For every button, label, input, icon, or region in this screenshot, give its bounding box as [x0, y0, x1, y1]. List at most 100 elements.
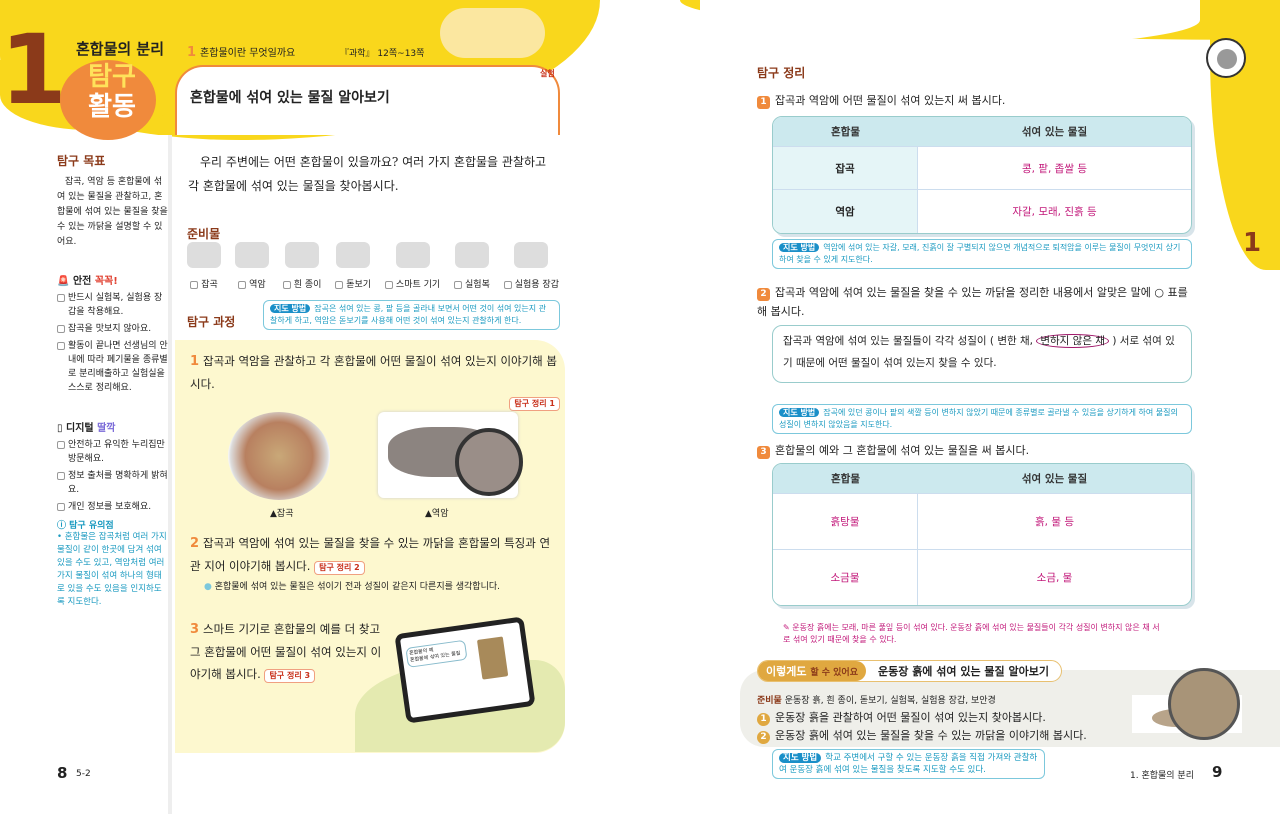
- robot-mascot-icon: [1206, 38, 1246, 78]
- step-number: 2: [757, 731, 770, 744]
- answer-text: ) 서로 섞여 있기 때문에 어떤 물질이 섞여 있는지 찾을 수 있다.: [783, 335, 1175, 369]
- badge-b: 할 수 있어요: [810, 668, 858, 678]
- question-number: 2: [757, 288, 770, 301]
- page-number-left: 8: [57, 764, 68, 782]
- intro-text: 우리 주변에는 어떤 혼합물이 있을까요? 여러 가지 혼합물을 관찰하고 각 …: [188, 155, 547, 193]
- caption-conglomerate: ▲역암: [425, 509, 449, 519]
- checkbox[interactable]: [282, 280, 291, 289]
- step-2-hint: ● 혼합물에 섞여 있는 물질은 섞이기 전과 성질이 같은지 다른지를 생각합…: [204, 582, 501, 592]
- hint-text: 혼합물에 섞여 있는 물질은 섞이기 전과 성질이 같은지 다른지를 생각합니다…: [214, 582, 501, 592]
- guide-note: 지도 방법 역암에 섞여 있는 자갈, 모래, 진흙이 잘 구별되지 않으면 개념…: [772, 239, 1192, 269]
- materials-title: 준비물: [187, 227, 221, 241]
- checkbox[interactable]: [57, 325, 65, 333]
- summary-link-3[interactable]: 탐구 정리 3: [264, 669, 316, 683]
- checkbox[interactable]: [57, 503, 65, 511]
- summary-link-2[interactable]: 탐구 정리 2: [314, 561, 365, 575]
- checklist-text: 반드시 실험복, 실험용 장갑을 착용해요.: [68, 293, 163, 317]
- safety-list: 반드시 실험복, 실험용 장갑을 착용해요. 잡곡을 맛보지 않아요. 활동이 끝나…: [57, 291, 169, 395]
- guide-label: 지도 방법: [779, 243, 820, 252]
- checkbox[interactable]: [454, 280, 463, 289]
- checkbox[interactable]: [57, 342, 65, 350]
- checkbox[interactable]: [190, 280, 199, 289]
- caution-text: • 혼합물은 잡곡처럼 여러 가지 물질이 같이 한곳에 담겨 섞여 있을 수도…: [57, 532, 167, 607]
- activity-badge-text: 탐구 활동: [72, 62, 152, 122]
- question-3: 3 혼합물의 예와 그 혼합물에 섞여 있는 물질을 써 봅시다.: [757, 442, 1029, 459]
- material-label: 돋보기: [346, 280, 372, 290]
- guide-note: 지도 방법 잡곡은 섞여 있는 콩, 팥 등을 골라내 보면서 어떤 것이 섞여 …: [263, 300, 560, 330]
- extra-materials: 준비물 운동장 흙, 흰 종이, 돋보기, 실험복, 실험용 장갑, 보안경: [757, 693, 996, 706]
- activity-title-card: [175, 65, 560, 135]
- tablet-image: 혼합물의 예 혼합물에 섞여 있는 물질: [394, 616, 536, 724]
- checklist-item: 개인 정보를 보호해요.: [57, 500, 169, 514]
- checklist-item: 반드시 실험복, 실험용 장갑을 착용해요.: [57, 291, 169, 319]
- mascot-characters-image: [440, 8, 545, 58]
- question-1: 1 잡곡과 역암에 어떤 물질이 섞여 있는지 써 봅시다.: [757, 92, 1005, 109]
- step-text: 스마트 기기로 혼합물의 예를 더 찾고 그 혼합물에 어떤 물질이 섞여 있는…: [190, 622, 382, 681]
- materials-text: 운동장 흙, 흰 종이, 돋보기, 실험복, 실험용 장갑, 보안경: [784, 696, 996, 706]
- checklist-item: 잡곡을 맛보지 않아요.: [57, 322, 169, 336]
- step-text: 운동장 흙을 관찰하여 어떤 물질이 섞여 있는지 찾아봅시다.: [775, 711, 1046, 724]
- safety-label: 안전: [72, 276, 92, 287]
- step-3: 3 스마트 기기로 혼합물의 예를 더 찾고 그 혼합물에 어떤 물질이 섞여 있…: [190, 618, 390, 685]
- summary-table-1: 혼합물 섞여 있는 물질 잡곡 콩, 팥, 좁쌀 등 역암 자갈, 모래, 진흙 등: [772, 116, 1192, 234]
- material-item: 잡곡: [187, 242, 221, 292]
- grade-code: 5-2: [76, 769, 91, 779]
- white-shape: [700, 0, 1200, 50]
- question-number: 3: [757, 446, 770, 459]
- checklist-item: 활동이 끝나면 선생님의 안내에 따라 폐기물을 종류별로 분리배출하고 실험실…: [57, 339, 169, 395]
- chapter-footer: 1. 혼합물의 분리: [1130, 771, 1194, 781]
- checkbox[interactable]: [238, 280, 247, 289]
- cell-substances: 자갈, 모래, 진흙 등: [918, 189, 1191, 233]
- step-1: 1 잡곡과 역암을 관찰하고 각 혼합물에 어떤 물질이 섞여 있는지 이야기해 …: [190, 350, 560, 411]
- checkbox[interactable]: [57, 472, 65, 480]
- badge-top: 탐구: [88, 62, 136, 92]
- lesson-title: 혼합물이란 무엇일까요: [200, 48, 296, 59]
- step-2: 2 잡곡과 역암에 섞여 있는 물질을 찾을 수 있는 까닭을 혼합물의 특징과 …: [190, 532, 560, 595]
- material-image: [514, 242, 549, 268]
- checklist-item: 안전하고 유익한 누리집만 방문해요.: [57, 438, 169, 466]
- step-number: 3: [190, 622, 200, 637]
- checkbox[interactable]: [57, 294, 65, 302]
- chapter-number: 1: [0, 14, 67, 126]
- activity-title: 혼합물에 섞여 있는 물질 알아보기: [190, 90, 390, 106]
- checklist-text: 활동이 끝나면 선생님의 안내에 따라 폐기물을 종류별로 분리배출하고 실험실…: [68, 341, 168, 393]
- safety-title: 🚨 안전 꼭꼭!: [57, 272, 169, 287]
- material-image: [285, 242, 320, 268]
- checkbox[interactable]: [335, 280, 344, 289]
- checklist-text: 개인 정보를 보호해요.: [68, 502, 152, 512]
- step-1-tag-row: 탐구 정리 1: [190, 395, 560, 411]
- activity-badge: [60, 60, 156, 140]
- question-text: 잡곡과 역암에 섞여 있는 물질을 찾을 수 있는 까닭을 정리한 내용에서 알…: [757, 286, 1188, 318]
- experiment-tag: 실험: [540, 69, 555, 78]
- lesson-heading: 1 혼합물이란 무엇일까요: [187, 44, 295, 60]
- cell-substances: 콩, 팥, 좁쌀 등: [918, 146, 1191, 189]
- summary-table-3: 혼합물 섞여 있는 물질 흙탕물 흙, 물 등 소금물 소금, 물: [772, 463, 1192, 606]
- guide-label: 지도 방법: [779, 408, 820, 417]
- badge-a: 이렇게도: [766, 665, 807, 678]
- extra-badge: 이렇게도 할 수 있어요: [758, 661, 866, 681]
- step-text: 운동장 흙에 섞여 있는 물질을 찾을 수 있는 까닭을 이야기해 봅시다.: [775, 729, 1087, 742]
- table-row: 소금물 소금, 물: [773, 549, 1191, 605]
- guide-text: 역암에 섞여 있는 자갈, 모래, 진흙이 잘 구별되지 않으면 개념적으로 퇴…: [779, 243, 1181, 264]
- checkbox[interactable]: [384, 280, 393, 289]
- column-header: 섞여 있는 물질: [918, 117, 1191, 146]
- caution-label: 탐구 유의점: [69, 521, 114, 531]
- answer-box: 잡곡과 역암에 섞여 있는 물질들이 각각 성질이 ( 변한 채, 변하지 않은…: [772, 325, 1192, 383]
- tablet-search-box: 혼합물의 예 혼합물에 섞여 있는 물질: [405, 639, 468, 668]
- guide-text: 잡곡에 있던 콩이나 팥의 색깔 등이 변하지 않았기 때문에 종류별로 골라낼…: [779, 408, 1178, 429]
- material-item: 실험용 장갑: [503, 242, 559, 292]
- magnifier-icon: [1168, 668, 1240, 740]
- guide-text: 학교 주변에서 구할 수 있는 운동장 흙을 직접 가져와 관찰하여 운동장 흙…: [779, 753, 1038, 775]
- guide-note: 지도 방법 잡곡에 있던 콩이나 팥의 색깔 등이 변하지 않았기 때문에 종류별…: [772, 404, 1192, 434]
- goal-text: 잡곡, 역암 등 혼합물에 섞여 있는 물질을 관찰하고, 혼합물에 섞여 있는…: [57, 177, 168, 247]
- sidebar-content: 탐구 목표 잡곡, 역암 등 혼합물에 섞여 있는 물질을 관찰하고, 혼합물에…: [57, 152, 169, 609]
- table-row: 잡곡 콩, 팥, 좁쌀 등: [773, 146, 1191, 189]
- summary-title: 탐구 정리: [757, 66, 806, 80]
- checkbox[interactable]: [503, 280, 512, 289]
- summary-link-1[interactable]: 탐구 정리 1: [509, 397, 560, 411]
- extra-step: 1 운동장 흙을 관찰하여 어떤 물질이 섞여 있는지 찾아봅시다.: [757, 709, 1127, 727]
- checkbox[interactable]: [57, 441, 65, 449]
- extra-activity-banner: 이렇게도 할 수 있어요 운동장 흙에 섞여 있는 물질 알아보기: [757, 660, 1062, 682]
- material-item: 돋보기: [335, 242, 371, 292]
- material-label: 실험용 장갑: [514, 280, 559, 290]
